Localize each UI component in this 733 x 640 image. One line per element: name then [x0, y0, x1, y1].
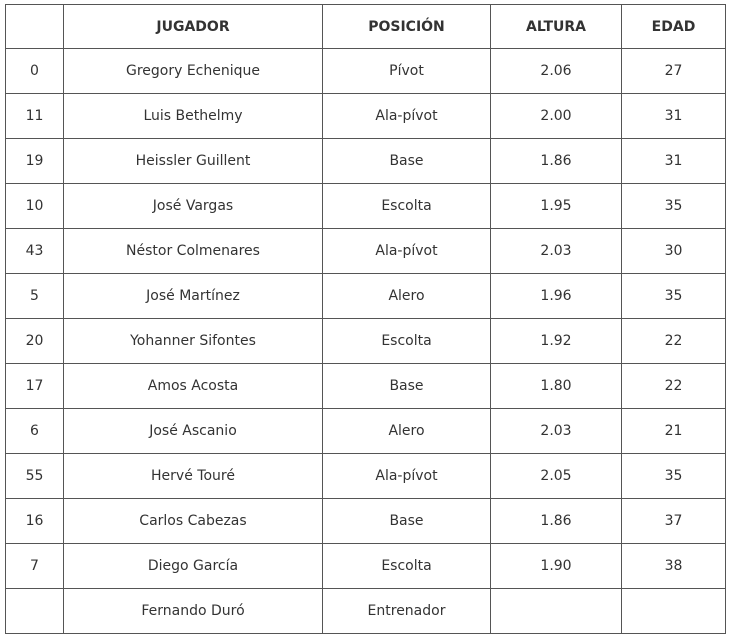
cell-height: 2.00: [490, 93, 622, 139]
table-row: 20 Yohanner Sifontes Escolta 1.92 22: [5, 318, 726, 364]
cell-player: Yohanner Sifontes: [63, 318, 323, 364]
cell-height: 1.86: [490, 138, 622, 184]
cell-age: 21: [621, 408, 726, 454]
header-row: JUGADOR POSICIÓN ALTURA EDAD: [5, 4, 726, 49]
cell-height: [490, 588, 622, 634]
cell-age: 27: [621, 48, 726, 94]
cell-player: Luis Bethelmy: [63, 93, 323, 139]
cell-height: 1.96: [490, 273, 622, 319]
cell-height: 2.03: [490, 408, 622, 454]
cell-height: 1.86: [490, 498, 622, 544]
cell-age: 31: [621, 93, 726, 139]
cell-height: 1.80: [490, 363, 622, 409]
cell-number: 0: [5, 48, 64, 94]
cell-height: 2.05: [490, 453, 622, 499]
cell-player: Hervé Touré: [63, 453, 323, 499]
cell-height: 2.03: [490, 228, 622, 274]
cell-number: 17: [5, 363, 64, 409]
table-row: 11 Luis Bethelmy Ala-pívot 2.00 31: [5, 93, 726, 139]
cell-position: Pívot: [322, 48, 491, 94]
cell-player: José Martínez: [63, 273, 323, 319]
cell-player: Amos Acosta: [63, 363, 323, 409]
cell-player: José Ascanio: [63, 408, 323, 454]
cell-position: Ala-pívot: [322, 93, 491, 139]
cell-age: 35: [621, 183, 726, 229]
roster-table: JUGADOR POSICIÓN ALTURA EDAD 0 Gregory Echen…: [5, 4, 726, 634]
cell-position: Escolta: [322, 183, 491, 229]
cell-position: Base: [322, 138, 491, 184]
cell-number: 16: [5, 498, 64, 544]
cell-position: Alero: [322, 273, 491, 319]
table-row: 19 Heissler Guillent Base 1.86 31: [5, 138, 726, 184]
cell-number: 10: [5, 183, 64, 229]
cell-number: 19: [5, 138, 64, 184]
cell-height: 1.92: [490, 318, 622, 364]
cell-age: 35: [621, 453, 726, 499]
cell-player: José Vargas: [63, 183, 323, 229]
table-row: 17 Amos Acosta Base 1.80 22: [5, 363, 726, 409]
cell-number: 43: [5, 228, 64, 274]
table-row: 16 Carlos Cabezas Base 1.86 37: [5, 498, 726, 544]
cell-player: Heissler Guillent: [63, 138, 323, 184]
cell-position: Base: [322, 498, 491, 544]
table-row: 7 Diego García Escolta 1.90 38: [5, 543, 726, 589]
cell-player: Néstor Colmenares: [63, 228, 323, 274]
table-row: 0 Gregory Echenique Pívot 2.06 27: [5, 48, 726, 94]
cell-number: 11: [5, 93, 64, 139]
column-header-number: [5, 4, 64, 49]
table-row: 55 Hervé Touré Ala-pívot 2.05 35: [5, 453, 726, 499]
cell-position: Escolta: [322, 543, 491, 589]
cell-age: [621, 588, 726, 634]
column-header-position: POSICIÓN: [322, 4, 491, 49]
cell-height: 2.06: [490, 48, 622, 94]
cell-position: Alero: [322, 408, 491, 454]
column-header-age: EDAD: [621, 4, 726, 49]
cell-height: 1.95: [490, 183, 622, 229]
table-row: 43 Néstor Colmenares Ala-pívot 2.03 30: [5, 228, 726, 274]
cell-age: 35: [621, 273, 726, 319]
table-row: 5 José Martínez Alero 1.96 35: [5, 273, 726, 319]
table-row: 10 José Vargas Escolta 1.95 35: [5, 183, 726, 229]
cell-age: 31: [621, 138, 726, 184]
cell-position: Ala-pívot: [322, 453, 491, 499]
cell-height: 1.90: [490, 543, 622, 589]
cell-number: 6: [5, 408, 64, 454]
cell-age: 30: [621, 228, 726, 274]
cell-age: 22: [621, 318, 726, 364]
cell-position: Escolta: [322, 318, 491, 364]
cell-number: 55: [5, 453, 64, 499]
column-header-height: ALTURA: [490, 4, 622, 49]
cell-player: Gregory Echenique: [63, 48, 323, 94]
cell-age: 22: [621, 363, 726, 409]
cell-player: Fernando Duró: [63, 588, 323, 634]
cell-number: 20: [5, 318, 64, 364]
cell-number: 5: [5, 273, 64, 319]
cell-age: 38: [621, 543, 726, 589]
cell-player: Diego García: [63, 543, 323, 589]
cell-position: Ala-pívot: [322, 228, 491, 274]
cell-age: 37: [621, 498, 726, 544]
cell-number: 7: [5, 543, 64, 589]
cell-position: Entrenador: [322, 588, 491, 634]
table-row: Fernando Duró Entrenador: [5, 588, 726, 634]
column-header-player: JUGADOR: [63, 4, 323, 49]
table-row: 6 José Ascanio Alero 2.03 21: [5, 408, 726, 454]
cell-position: Base: [322, 363, 491, 409]
cell-player: Carlos Cabezas: [63, 498, 323, 544]
cell-number: [5, 588, 64, 634]
